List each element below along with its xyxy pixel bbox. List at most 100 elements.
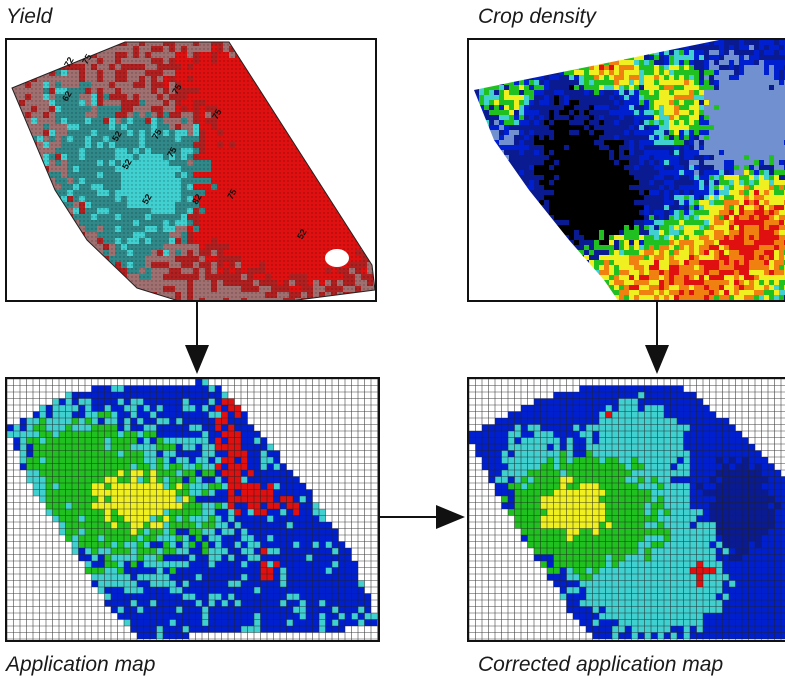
yield-cell [49,46,55,52]
density-cell [769,85,774,90]
density-cell [674,120,679,125]
density-cell [549,190,554,195]
density-cell [749,155,754,160]
density-cell [529,185,534,190]
yield-cell [25,160,31,166]
yield-cell [37,58,43,64]
density-cell [664,60,669,65]
density-cell [689,145,694,150]
yield-cell [373,184,375,190]
density-cell [724,90,729,95]
yield-cell [355,196,361,202]
yield-cell [61,274,67,280]
density-cell [769,55,774,60]
density-cell [564,80,569,85]
density-cell [769,145,774,150]
density-cell [649,200,654,205]
density-cell [549,90,554,95]
density-cell [544,75,549,80]
yield-cell [355,220,361,226]
density-cell [704,140,709,145]
density-cell [719,210,724,215]
yield-cell [361,76,367,82]
density-cell [684,175,689,180]
density-cell [574,110,579,115]
yield-cell [55,268,61,274]
density-cell [719,70,724,75]
yield-cell [12,196,13,202]
density-cell [514,130,519,135]
yield-cell [361,70,367,76]
density-cell [734,40,739,45]
density-cell [769,60,774,65]
density-cell [564,190,569,195]
yield-cell [265,46,271,52]
density-cell [649,195,654,200]
density-cell [579,155,584,160]
yield-cell [241,42,247,46]
density-cell [534,100,539,105]
density-cell [559,150,564,155]
density-cell [539,150,544,155]
density-cell [669,195,674,200]
density-cell [524,180,529,185]
yield-cell [31,64,37,70]
density-cell [754,150,759,155]
density-cell [724,80,729,85]
density-cell [779,50,784,55]
density-cell [659,50,664,55]
yield-cell [61,214,67,220]
density-cell [554,180,559,185]
density-cell [739,120,744,125]
density-cell [619,85,624,90]
yield-cell [307,124,313,130]
density-cell [759,65,764,70]
density-cell [669,60,674,65]
yield-cell [91,280,97,286]
density-cell [509,120,514,125]
density-cell [654,65,659,70]
yield-cell [277,58,283,64]
yield-cell [55,58,61,64]
density-cell [699,55,704,60]
density-cell [519,90,524,95]
yield-cell [13,292,19,298]
density-cell [774,120,779,125]
yield-cell [43,190,49,196]
density-cell [639,60,644,65]
density-cell [659,210,664,215]
yield-cell [19,250,25,256]
density-cell [779,65,784,70]
yield-cell [115,292,121,298]
density-cell [779,185,784,190]
density-cell [664,80,669,85]
density-cell [629,180,634,185]
density-cell [709,200,714,205]
density-cell [759,125,764,130]
density-cell [604,115,609,120]
density-cell [634,210,639,215]
yield-cell [331,42,337,46]
density-cell [774,50,779,55]
yield-cell [37,280,43,286]
density-cell [699,110,704,115]
density-cell [649,90,654,95]
density-cell [629,210,634,215]
density-cell [654,90,659,95]
yield-cell [55,208,61,214]
density-cell [639,75,644,80]
density-cell [764,115,769,120]
yield-cell [49,280,55,286]
yield-cell [343,112,349,118]
density-cell [519,95,524,100]
density-cell [714,125,719,130]
density-cell [739,180,744,185]
density-cell [704,120,709,125]
density-cell [664,170,669,175]
yield-contour-label: 82 [190,192,204,206]
density-cell [629,115,634,120]
density-cell [749,105,754,110]
density-cell [569,70,574,75]
yield-cell [319,94,325,100]
yield-cell [343,148,349,154]
